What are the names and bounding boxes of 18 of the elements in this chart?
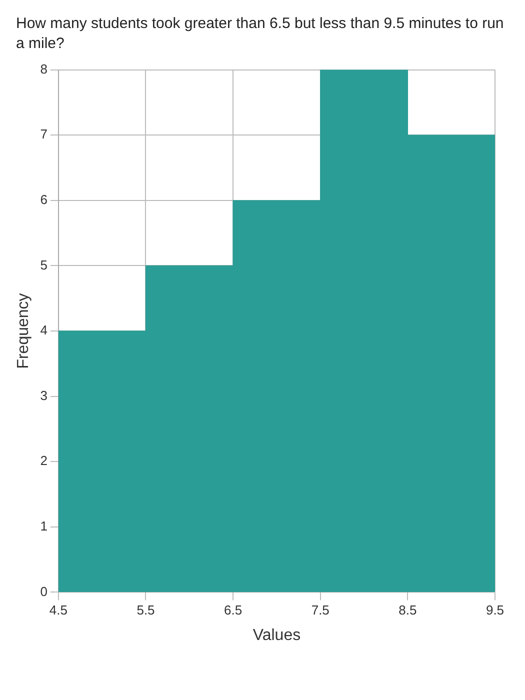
y-tick-label: 1 bbox=[40, 518, 48, 534]
y-tick-label: 0 bbox=[40, 584, 48, 599]
x-tick-label: 9.5 bbox=[486, 602, 504, 618]
x-tick-label: 7.5 bbox=[311, 602, 330, 618]
x-tick-label: 4.5 bbox=[49, 602, 68, 618]
y-axis-title: Frequency bbox=[15, 293, 32, 369]
x-tick-label: 5.5 bbox=[136, 602, 155, 618]
y-tick-label: 5 bbox=[40, 257, 48, 272]
y-tick-label: 7 bbox=[40, 126, 48, 142]
y-tick-label: 6 bbox=[40, 192, 48, 207]
y-tick-label: 4 bbox=[40, 322, 48, 338]
x-tick-label: 8.5 bbox=[398, 602, 417, 618]
y-tick-label: 8 bbox=[40, 61, 48, 76]
x-tick-label: 6.5 bbox=[224, 602, 242, 618]
x-axis-title: Values bbox=[252, 626, 301, 644]
y-tick-label: 3 bbox=[40, 388, 48, 403]
y-tick-label: 2 bbox=[40, 453, 48, 468]
chart-title: How many students took greater than 6.5 but less than 9.5 minutes to run a mile? bbox=[15, 14, 505, 54]
